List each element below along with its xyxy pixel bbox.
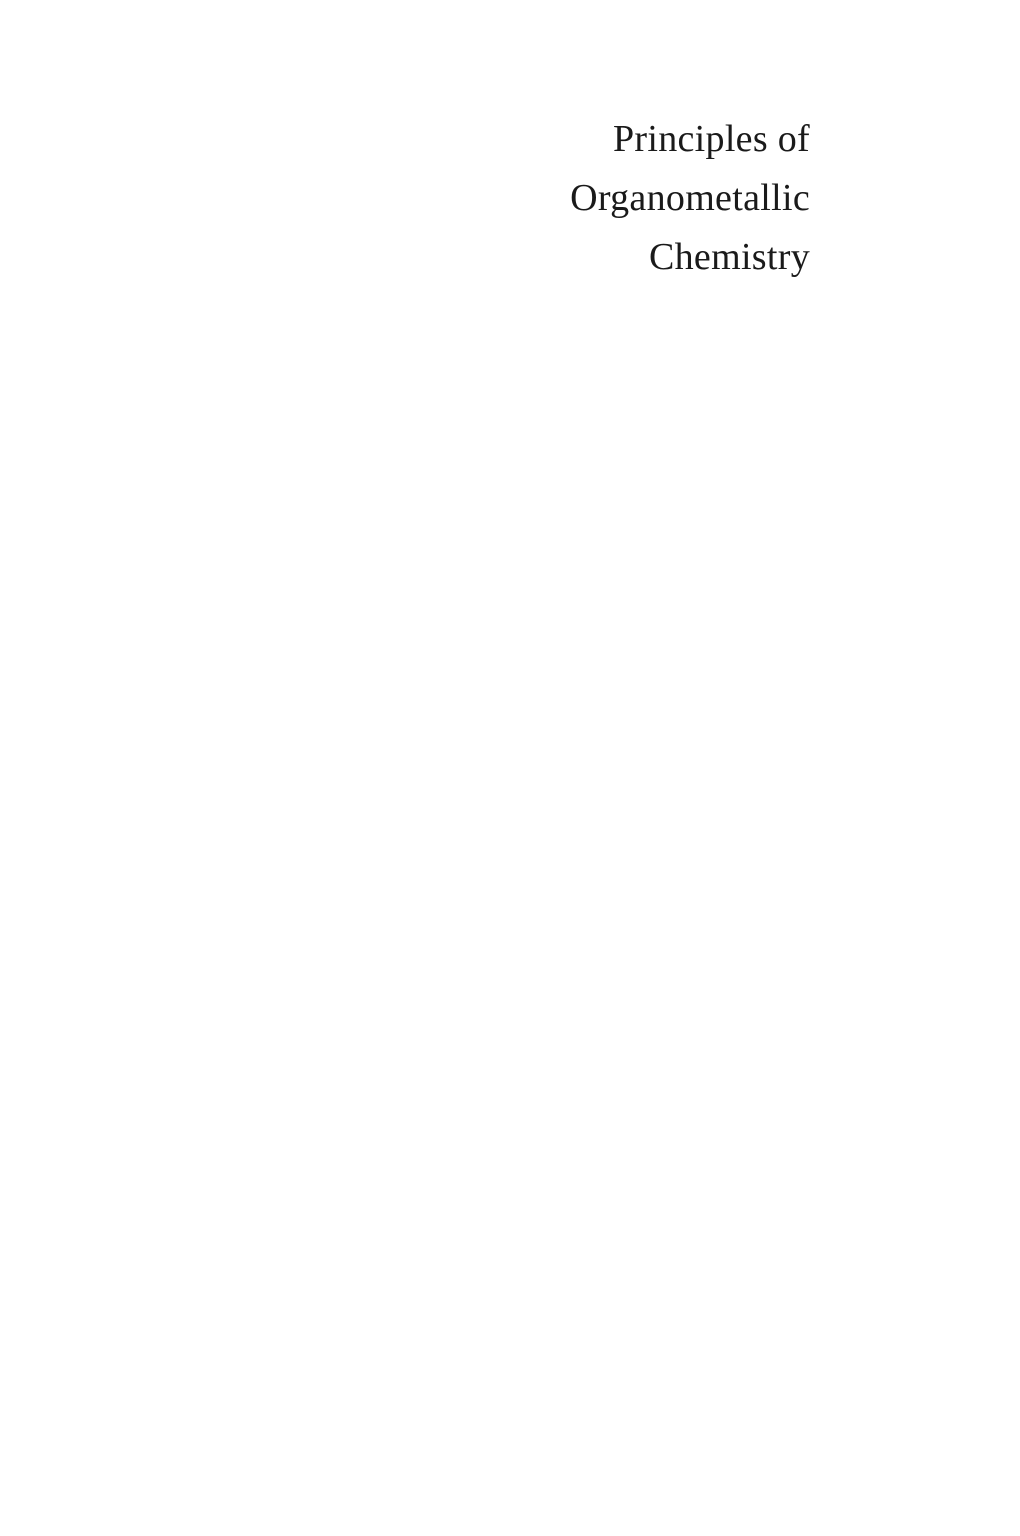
title-line-3: Chemistry — [570, 228, 810, 287]
title-line-2: Organometallic — [570, 169, 810, 228]
title-line-1: Principles of — [570, 110, 810, 169]
book-title: Principles of Organometallic Chemistry — [570, 110, 810, 287]
